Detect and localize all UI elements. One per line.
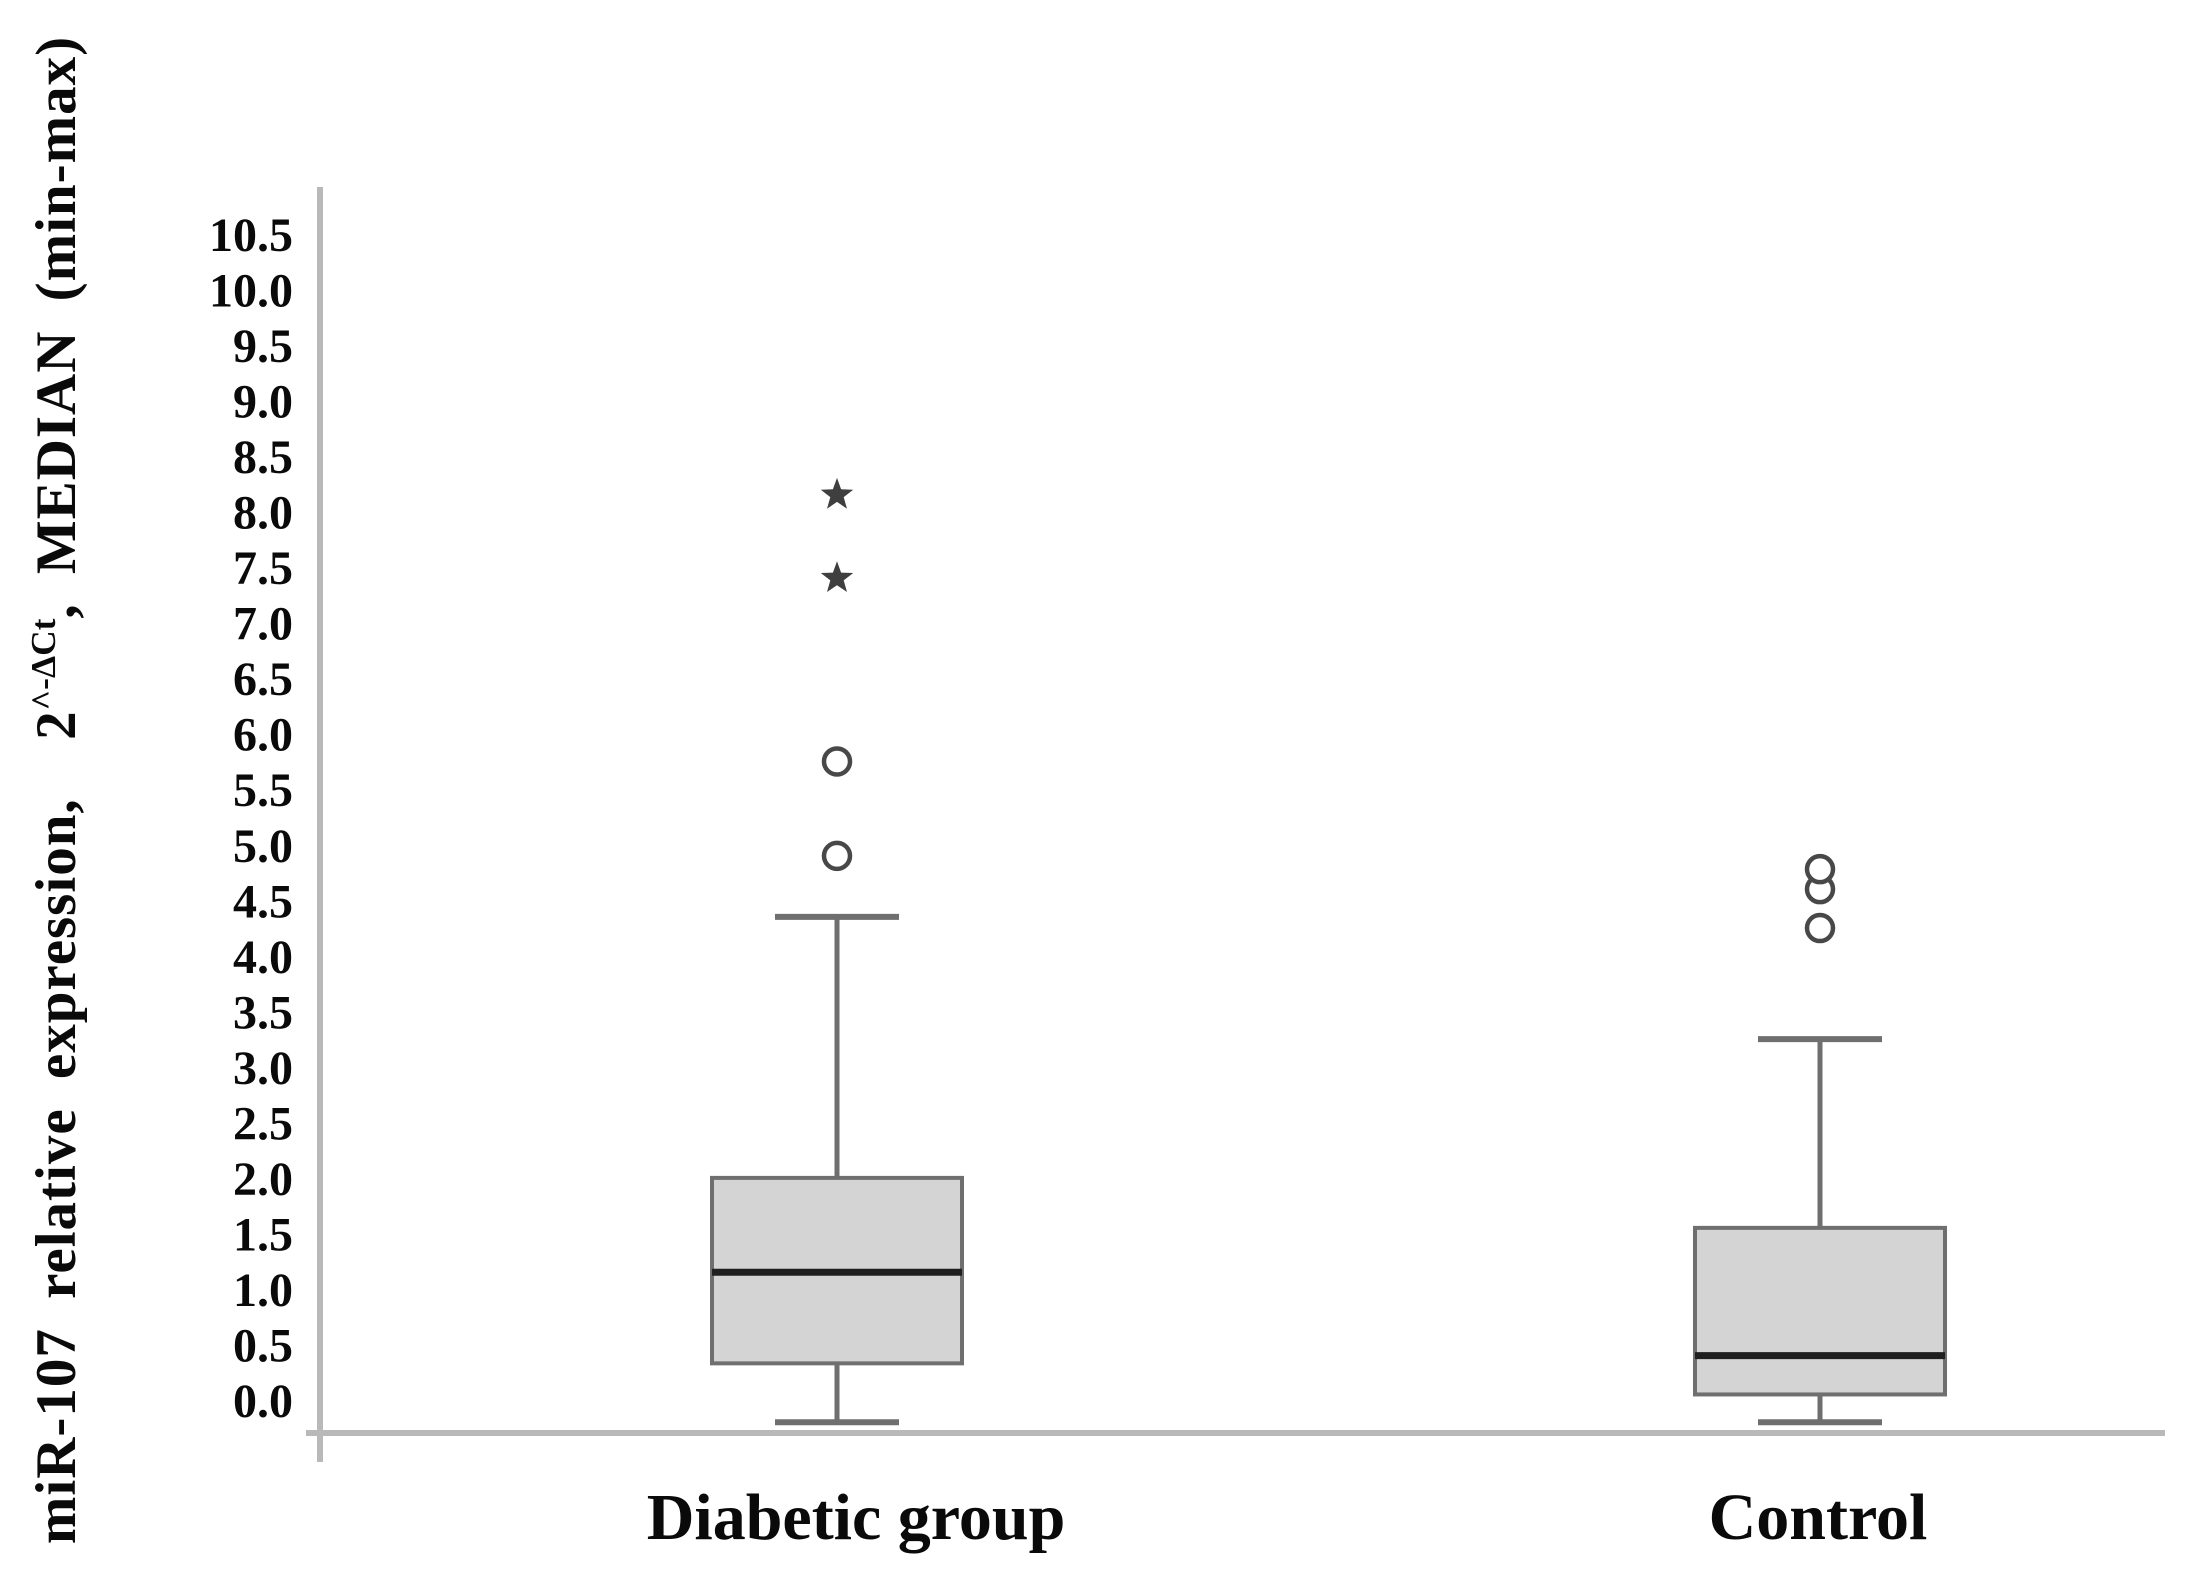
- y-tick-label: 7.0: [233, 598, 293, 651]
- y-tick-label: 0.0: [233, 1375, 293, 1428]
- outlier-star: [820, 477, 854, 509]
- y-tick-label: 1.5: [233, 1208, 293, 1261]
- y-axis-title: miR-107 relative expression, 2^-ΔCt, MED…: [23, 36, 89, 1544]
- outlier-circle: [1804, 853, 1836, 885]
- y-tick-label: 5.5: [233, 764, 293, 817]
- outlier-star: [820, 561, 854, 592]
- category-label-control: Control: [1708, 1481, 1928, 1554]
- y-tick-label: 9.0: [233, 376, 293, 429]
- y-tick-label: 2.5: [233, 1097, 293, 1150]
- y-tick-label: 0.5: [233, 1319, 293, 1372]
- y-tick-label: 7.5: [233, 542, 293, 595]
- y-axis-title-suffix: , MEDIAN (min-max): [25, 35, 88, 619]
- y-tick-label: 3.5: [233, 986, 293, 1039]
- outlier-circle: [821, 746, 853, 777]
- y-tick-label: 8.0: [233, 487, 293, 540]
- category-label-diabetic-group: Diabetic group: [646, 1481, 1066, 1554]
- outlier-circle: [1804, 912, 1836, 944]
- y-tick-label: 8.5: [233, 431, 293, 484]
- y-tick-label: 1.0: [233, 1264, 293, 1317]
- y-tick-label: 6.5: [233, 653, 293, 706]
- y-axis-title-text: miR-107 relative expression, 2: [25, 710, 88, 1545]
- y-tick-label: 10.0: [209, 265, 293, 318]
- box-group-diabetic-group: [710, 477, 964, 1426]
- y-tick-label: 4.5: [233, 875, 293, 928]
- y-tick-label: 3.0: [233, 1042, 293, 1095]
- y-tick-label: 10.5: [209, 209, 293, 262]
- y-tick-label: 2.0: [233, 1153, 293, 1206]
- y-axis-title-superscript: ^-ΔCt: [24, 618, 63, 711]
- y-tick-label: 4.0: [233, 931, 293, 984]
- y-tick-label: 5.0: [233, 820, 293, 873]
- y-tick-label: 6.0: [233, 709, 293, 762]
- box: [1693, 1225, 1947, 1397]
- box-group-control: [1693, 853, 1947, 1426]
- outlier-circle: [821, 840, 853, 872]
- y-tick-label: 9.5: [233, 320, 293, 373]
